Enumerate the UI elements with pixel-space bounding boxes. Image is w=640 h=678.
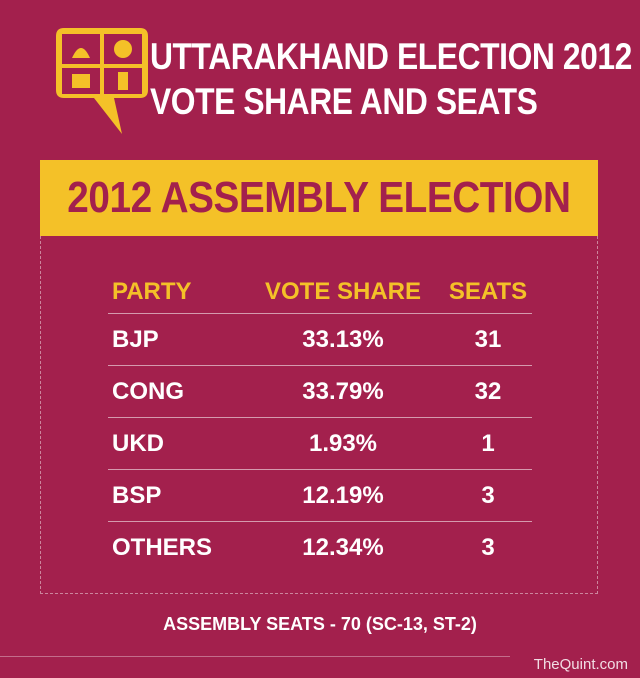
page-title: UTTARAKHAND ELECTION 2012 VOTE SHARE AND… (150, 34, 632, 124)
footer-note: ASSEMBLY SEATS - 70 (SC-13, ST-2) (163, 614, 477, 634)
seats-cell: 1 (481, 429, 495, 457)
party-cell: BSP (112, 481, 162, 509)
party-cell: UKD (112, 429, 164, 457)
column-header-vote-share: VOTE SHARE (264, 277, 422, 305)
vote-share-cell: 1.93% (308, 429, 378, 457)
table-row: UKD 1.93% 1 (108, 418, 532, 470)
vote-share-cell: 33.79% (302, 377, 384, 405)
party-cell: OTHERS (112, 534, 213, 561)
brand-watermark: TheQuint.com (533, 656, 628, 673)
results-table: PARTY VOTE SHARE SEATS BJP 33.13% 31 CON… (108, 270, 532, 574)
table-row: OTHERS 12.34% 3 (108, 522, 532, 574)
title-line-2: VOTE SHARE AND SEATS (150, 81, 538, 122)
table-row: BSP 12.19% 3 (108, 470, 532, 522)
seats-cell: 31 (474, 325, 502, 353)
party-cell: CONG (112, 377, 184, 405)
election-logo (52, 24, 152, 136)
vote-share-cell: 12.34% (302, 534, 384, 561)
party-cell: BJP (112, 325, 159, 353)
table-row: BJP 33.13% 31 (108, 314, 532, 366)
table-row: CONG 33.79% 32 (108, 366, 532, 418)
vote-share-cell: 12.19% (302, 481, 384, 509)
seats-cell: 3 (481, 534, 495, 561)
vote-share-cell: 33.13% (302, 325, 384, 353)
section-banner: 2012 ASSEMBLY ELECTION (40, 160, 598, 236)
column-header-party: PARTY (112, 277, 192, 305)
banner-label: 2012 ASSEMBLY ELECTION (67, 173, 571, 222)
column-header-seats: SEATS (448, 277, 528, 305)
table-panel (40, 236, 598, 594)
seats-cell: 32 (474, 377, 502, 405)
title-line-1: UTTARAKHAND ELECTION 2012 (150, 36, 632, 77)
table-header-row: PARTY VOTE SHARE SEATS (108, 270, 532, 314)
seats-cell: 3 (481, 481, 495, 509)
footer-divider (0, 656, 510, 657)
